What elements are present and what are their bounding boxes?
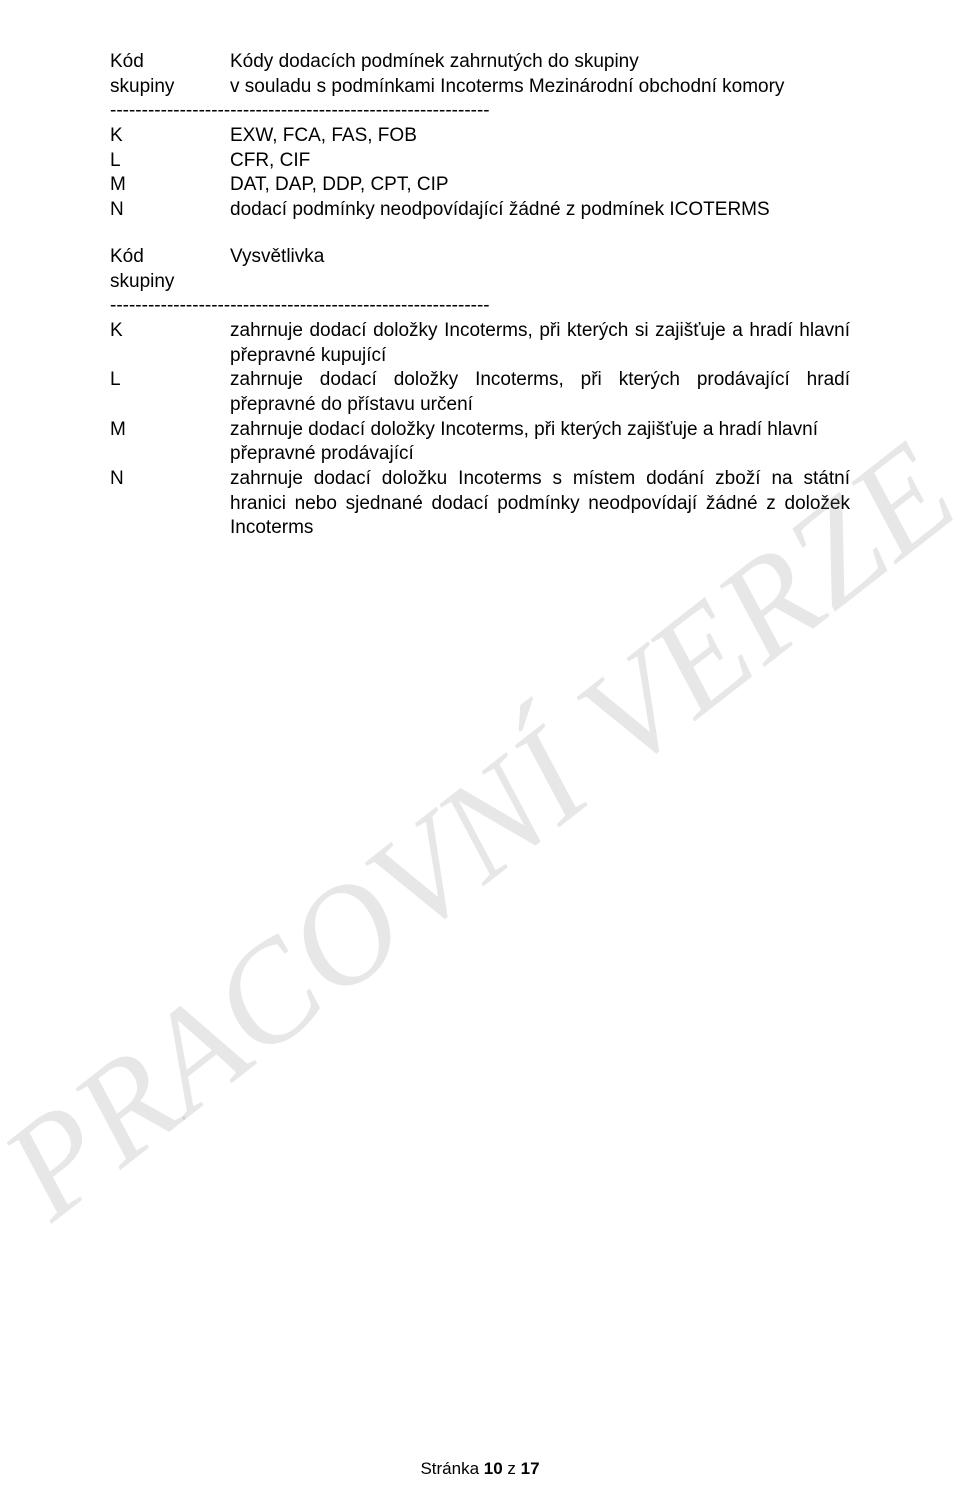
table-row: Nzahrnuje dodací doložku Incoterms s mís…: [110, 467, 850, 541]
table-row: Ndodací podmínky neodpovídající žádné z …: [110, 198, 850, 223]
row-text: dodací podmínky neodpovídající žádné z p…: [230, 198, 850, 223]
block2-rows: Kzahrnuje dodací doložky Incoterms, při …: [110, 319, 850, 541]
row-code: M: [110, 418, 230, 467]
table-row: Lzahrnuje dodací doložky Incoterms, při …: [110, 368, 850, 417]
spacer: [110, 223, 850, 245]
block2-header: Kód skupiny Vysvětlivka: [110, 245, 850, 294]
row-text: zahrnuje dodací doložky Incoterms, při k…: [230, 319, 850, 368]
block1-rows: KEXW, FCA, FAS, FOBLCFR, CIFMDAT, DAP, D…: [110, 124, 850, 223]
row-code: K: [110, 124, 230, 149]
block-2: Kód skupiny Vysvětlivka ----------------…: [110, 245, 850, 541]
row-text: zahrnuje dodací doložky Incoterms, při k…: [230, 418, 850, 467]
row-code: M: [110, 173, 230, 198]
text: Kódy dodacích podmínek zahrnutých do sku…: [230, 50, 850, 75]
document-page: PRACOVNÍ VERZE Kód skupiny Kódy dodacích…: [0, 0, 960, 1509]
row-text: DAT, DAP, DDP, CPT, CIP: [230, 173, 850, 198]
footer-prefix: Stránka: [420, 1459, 483, 1478]
text: skupiny: [110, 75, 230, 100]
row-code: L: [110, 368, 230, 417]
table-row: LCFR, CIF: [110, 149, 850, 174]
row-text: zahrnuje dodací doložku Incoterms s míst…: [230, 467, 850, 541]
row-text: zahrnuje dodací doložky Incoterms, při k…: [230, 368, 850, 417]
row-text: EXW, FCA, FAS, FOB: [230, 124, 850, 149]
table-row: Kzahrnuje dodací doložky Incoterms, při …: [110, 319, 850, 368]
row-code: L: [110, 149, 230, 174]
row-code: N: [110, 467, 230, 541]
block2-header-right: Vysvětlivka: [230, 245, 850, 294]
row-code: K: [110, 319, 230, 368]
text: Kód: [110, 245, 230, 270]
table-row: Mzahrnuje dodací doložky Incoterms, při …: [110, 418, 850, 467]
row-code: N: [110, 198, 230, 223]
block1-header: Kód skupiny Kódy dodacích podmínek zahrn…: [110, 50, 850, 99]
block2-header-left: Kód skupiny: [110, 245, 230, 294]
row-text: CFR, CIF: [230, 149, 850, 174]
page-footer: Stránka 10 z 17: [0, 1459, 960, 1479]
text: Kód: [110, 50, 230, 75]
table-row: KEXW, FCA, FAS, FOB: [110, 124, 850, 149]
table-row: MDAT, DAP, DDP, CPT, CIP: [110, 173, 850, 198]
block1-header-left: Kód skupiny: [110, 50, 230, 99]
text: Vysvětlivka: [230, 245, 850, 270]
separator-line: ----------------------------------------…: [110, 294, 850, 319]
block1-header-right: Kódy dodacích podmínek zahrnutých do sku…: [230, 50, 850, 99]
text: skupiny: [110, 270, 230, 295]
footer-middle: z: [503, 1459, 521, 1478]
text: v souladu s podmínkami Incoterms Mezinár…: [230, 75, 850, 100]
footer-page-total: 17: [521, 1459, 540, 1478]
block-1: Kód skupiny Kódy dodacích podmínek zahrn…: [110, 50, 850, 223]
separator-line: ----------------------------------------…: [110, 99, 850, 124]
footer-page-current: 10: [484, 1459, 503, 1478]
